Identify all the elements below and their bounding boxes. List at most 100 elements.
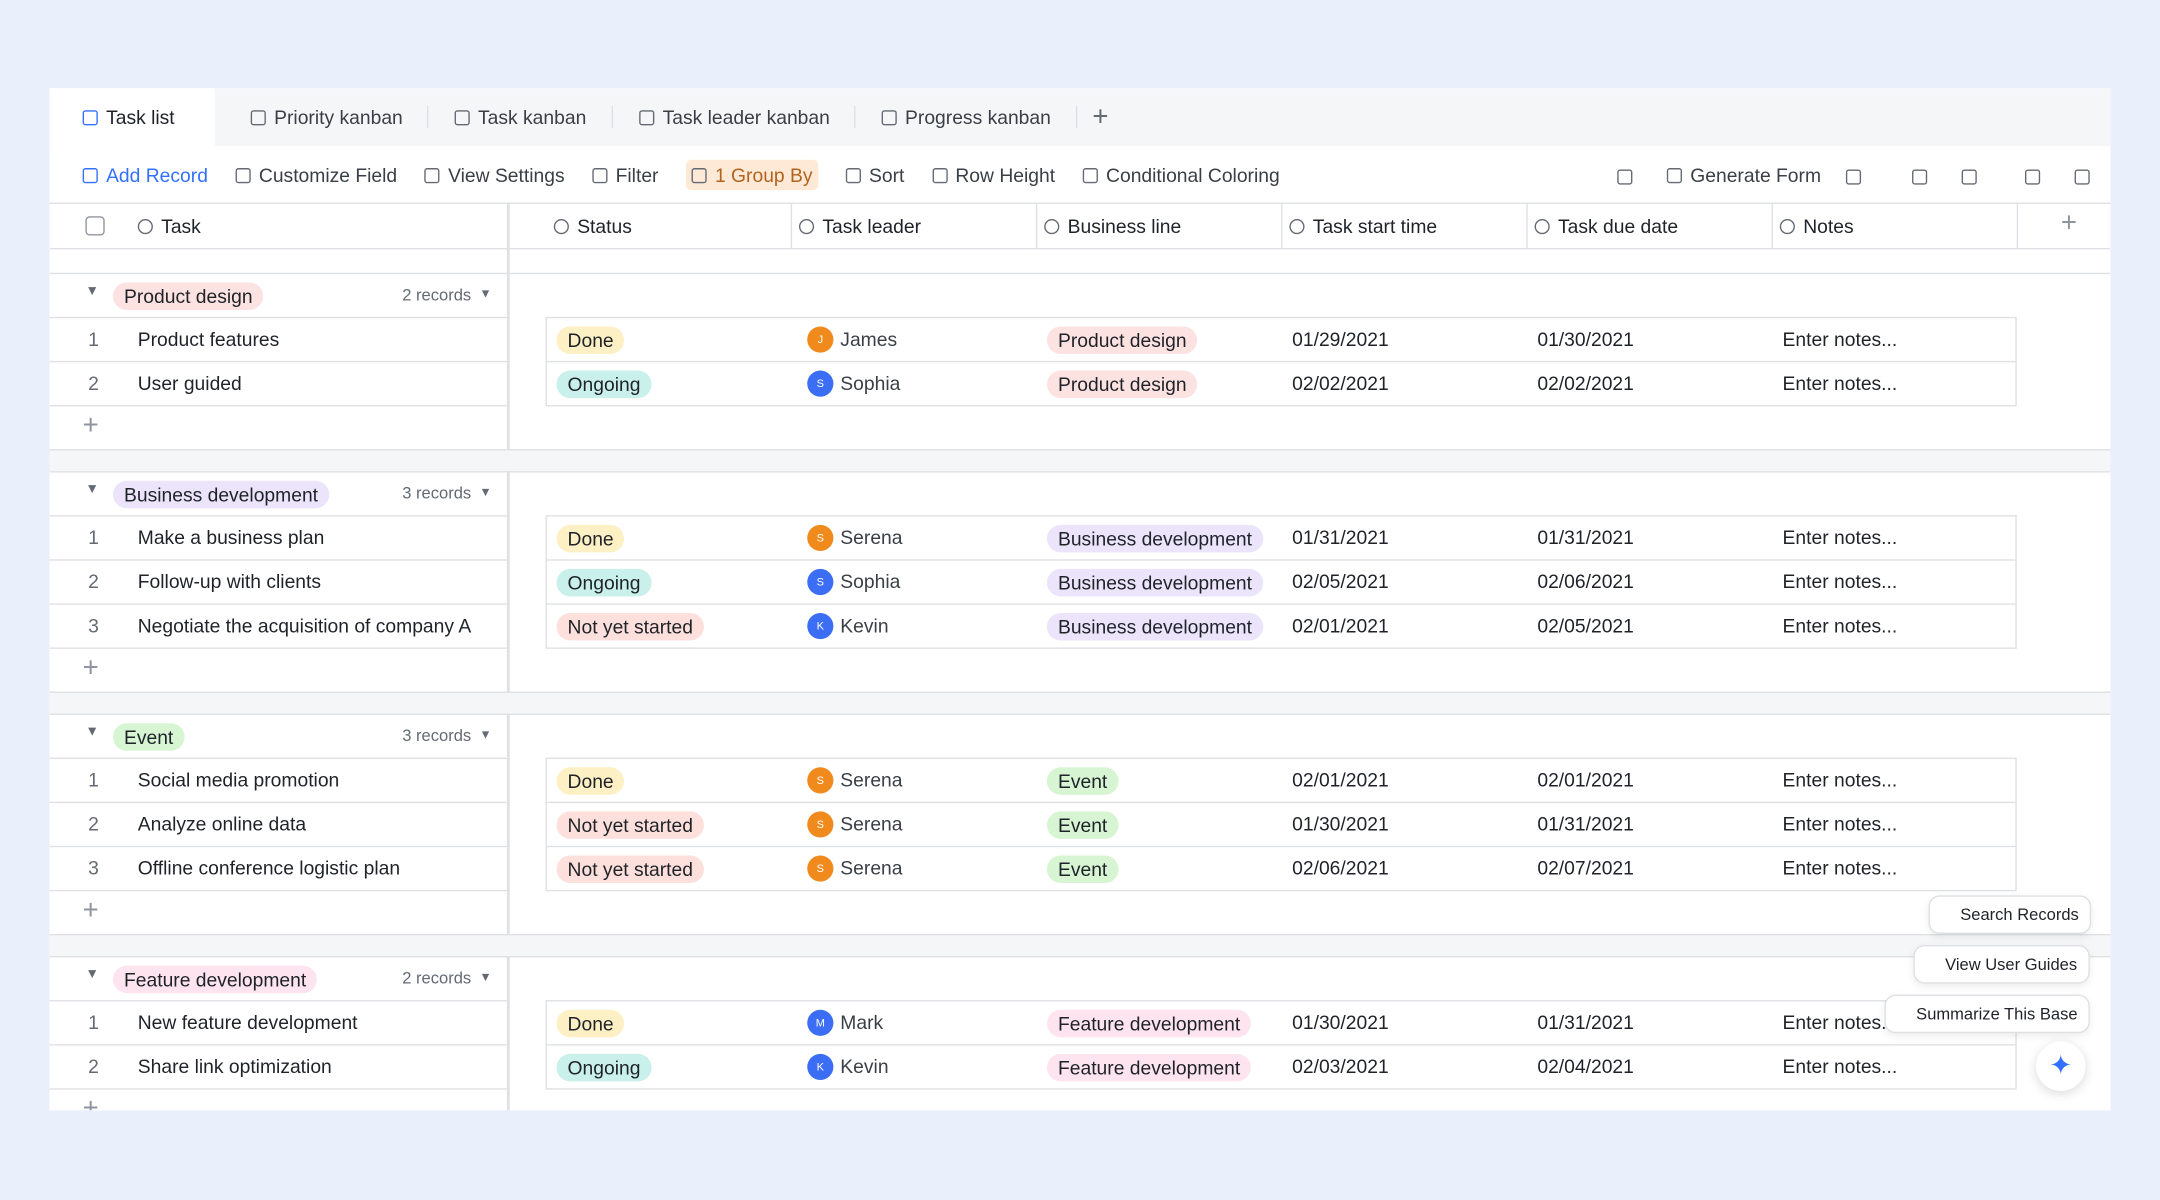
add-row-button[interactable]: +: [49, 404, 507, 449]
toolbar-label: Generate Form: [1690, 163, 1822, 186]
column-title: Task leader: [822, 214, 922, 237]
toolbar-button[interactable]: 1 Group By: [686, 159, 819, 191]
column-header: Task due date: [1534, 202, 1678, 249]
ai-assistant-button[interactable]: ✦: [2036, 1041, 2086, 1092]
task-cell: Product features: [137, 327, 280, 350]
toolbar-button[interactable]: Row Height: [931, 163, 1056, 186]
status-tag: Ongoing: [556, 568, 652, 597]
column-divider: [1526, 202, 1528, 250]
notes-cell: Enter notes...: [1782, 614, 1898, 637]
collapse-toggle[interactable]: ▼: [85, 283, 100, 299]
toolbar-button[interactable]: Conditional Coloring: [1082, 163, 1280, 186]
leader-name: Serena: [840, 812, 903, 835]
row: [49, 801, 507, 846]
row-cells-bottom: [545, 647, 2017, 649]
tab[interactable]: Priority kanban: [229, 88, 425, 146]
toolbar-icon[interactable]: [1961, 165, 1985, 187]
toolbar-icon[interactable]: [1912, 165, 1935, 187]
toolbar-button[interactable]: Filter: [592, 164, 658, 186]
status-tag: Ongoing: [556, 1053, 652, 1082]
tab-separator: [611, 106, 614, 129]
collapse-toggle[interactable]: ▼: [85, 482, 100, 498]
column-title: Notes: [1803, 214, 1854, 237]
row-cells-bottom: [545, 889, 2017, 892]
row-index: 1: [88, 526, 99, 549]
record-count: 3 records: [402, 483, 472, 503]
row-index: 1: [88, 768, 99, 791]
task-cell: New feature development: [137, 1011, 358, 1034]
notes-cell: Enter notes...: [1782, 856, 1898, 879]
task-cell: Negotiate the acquisition of company A: [137, 614, 472, 637]
status-tag: Done: [556, 1009, 625, 1038]
toolbar-icon[interactable]: [2024, 165, 2048, 187]
header-row: [49, 202, 2111, 250]
toolbar-icon[interactable]: [2074, 165, 2098, 187]
add-row-button[interactable]: +: [49, 647, 507, 691]
avatar: M: [807, 1009, 834, 1036]
row-cells: [545, 559, 2017, 604]
add-row-button[interactable]: +: [49, 1088, 507, 1110]
due-date: 02/05/2021: [1537, 614, 1634, 637]
select-all-checkbox[interactable]: [85, 216, 105, 236]
group-menu[interactable]: ▼: [479, 969, 492, 984]
add-view-button[interactable]: +: [1092, 101, 1109, 133]
toolbar-button[interactable]: Customize Field: [235, 164, 397, 186]
notes-cell: Enter notes...: [1782, 812, 1898, 835]
floating-button[interactable]: Search Records: [1928, 895, 2092, 934]
business-line-tag: Event: [1046, 767, 1119, 795]
row-cells: [545, 603, 2017, 648]
due-date: 02/07/2021: [1537, 856, 1634, 879]
group-menu[interactable]: ▼: [479, 484, 492, 499]
row-cells-bottom: [545, 404, 2017, 407]
row-cells: [545, 316, 2017, 361]
start-date: 02/06/2021: [1292, 856, 1389, 879]
row-index: 2: [88, 812, 99, 835]
task-cell: Offline conference logistic plan: [137, 856, 401, 879]
business-line-tag: Feature development: [1046, 1053, 1252, 1082]
tab[interactable]: Task list: [49, 88, 215, 147]
collapse-toggle[interactable]: ▼: [85, 724, 100, 740]
toolbar-icon[interactable]: [1845, 165, 1869, 187]
task-cell: Share link optimization: [137, 1055, 332, 1078]
floating-button[interactable]: View User Guides: [1913, 944, 2090, 984]
group-menu[interactable]: ▼: [479, 727, 492, 742]
business-line-tag: Event: [1046, 855, 1119, 884]
tab[interactable]: Progress kanban: [860, 88, 1073, 146]
toolbar-label: Filter: [615, 163, 659, 186]
toolbar-button[interactable]: Sort: [845, 164, 904, 186]
collapse-toggle[interactable]: ▼: [85, 967, 100, 983]
toolbar-icon[interactable]: [1617, 165, 1640, 187]
row: [49, 316, 507, 361]
status-tag: Ongoing: [556, 370, 652, 399]
tab-label: Progress kanban: [905, 106, 1051, 129]
toolbar-label: 1 Group By: [714, 163, 813, 186]
row-index: 2: [88, 1055, 99, 1078]
business-line-tag: Business development: [1046, 524, 1264, 553]
tab-separator: [1075, 106, 1078, 129]
tab[interactable]: Task leader kanban: [617, 88, 852, 146]
row-cells: [545, 515, 2017, 560]
column-header: Task leader: [798, 202, 922, 249]
floating-button[interactable]: Summarize This Base: [1884, 994, 2090, 1034]
row: [49, 559, 507, 603]
toolbar-label: Row Height: [955, 163, 1056, 186]
task-cell: Follow-up with clients: [137, 570, 322, 593]
add-column-button[interactable]: +: [2060, 208, 2077, 239]
group-header-bg: [49, 471, 2111, 515]
toolbar-button[interactable]: Add Record: [82, 164, 208, 186]
business-line-tag: Product design: [1046, 326, 1198, 355]
tab-label: Priority kanban: [274, 106, 403, 129]
start-date: 02/05/2021: [1292, 570, 1389, 593]
tab-label: Task leader kanban: [662, 106, 830, 129]
toolbar-label: Conditional Coloring: [1106, 163, 1280, 186]
notes-cell: Enter notes...: [1782, 327, 1898, 350]
column-divider: [1035, 202, 1038, 250]
group-menu[interactable]: ▼: [479, 286, 492, 301]
tab-separator: [854, 106, 856, 129]
add-row-button[interactable]: +: [49, 889, 507, 934]
toolbar-button[interactable]: View Settings: [424, 164, 565, 186]
due-date: 02/01/2021: [1537, 768, 1634, 791]
generate-form-button[interactable]: Generate Form: [1666, 146, 1822, 204]
tab[interactable]: Task kanban: [433, 88, 609, 146]
toolbar-label: Customize Field: [258, 163, 398, 186]
